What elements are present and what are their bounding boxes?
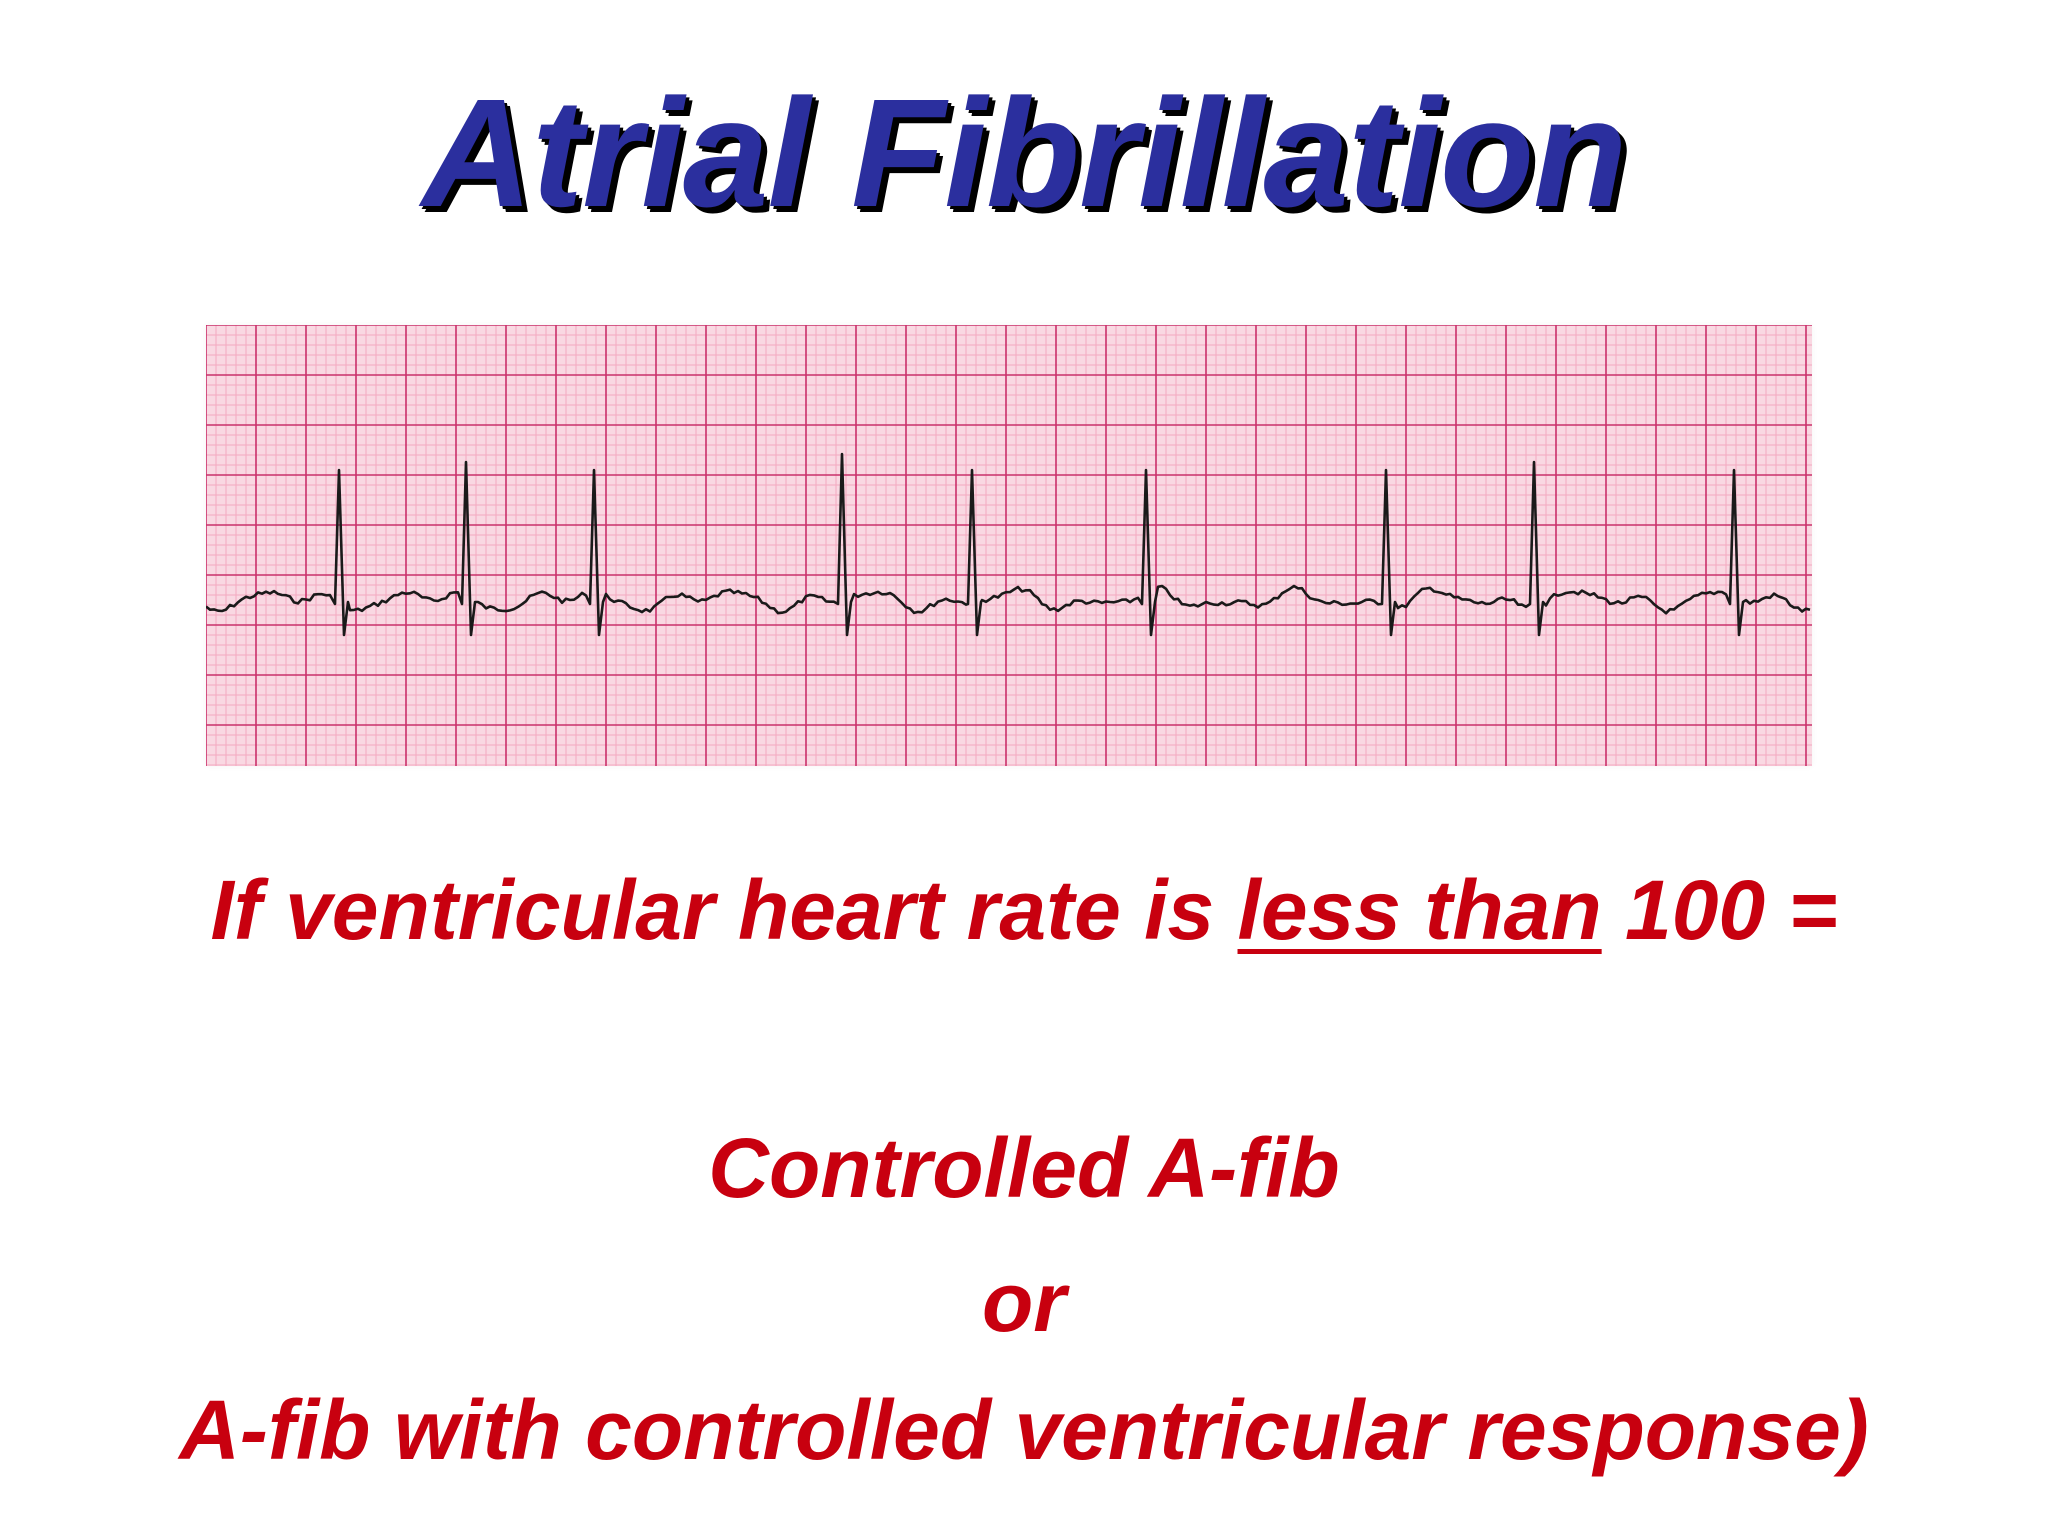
condition-emphasis: less than — [1237, 863, 1602, 957]
result-afib-controlled-response: A-fib with controlled ventricular respon… — [179, 1383, 1869, 1477]
ecg-trace — [206, 452, 1811, 637]
condition-suffix: 100 = — [1601, 863, 1838, 957]
ecg-rhythm-strip — [206, 325, 1812, 766]
ecg-major-grid — [206, 325, 1812, 766]
ecg-strip-graphic — [206, 325, 1812, 766]
condition-statement: If ventricular heart rate is less than 1… — [0, 860, 2048, 960]
slide-title: Atrial Fibrillation — [421, 67, 1628, 239]
connector-or: or — [982, 1255, 1066, 1349]
result-controlled-afib: Controlled A-fib — [708, 1121, 1340, 1215]
condition-prefix: If ventricular heart rate is — [210, 863, 1238, 957]
